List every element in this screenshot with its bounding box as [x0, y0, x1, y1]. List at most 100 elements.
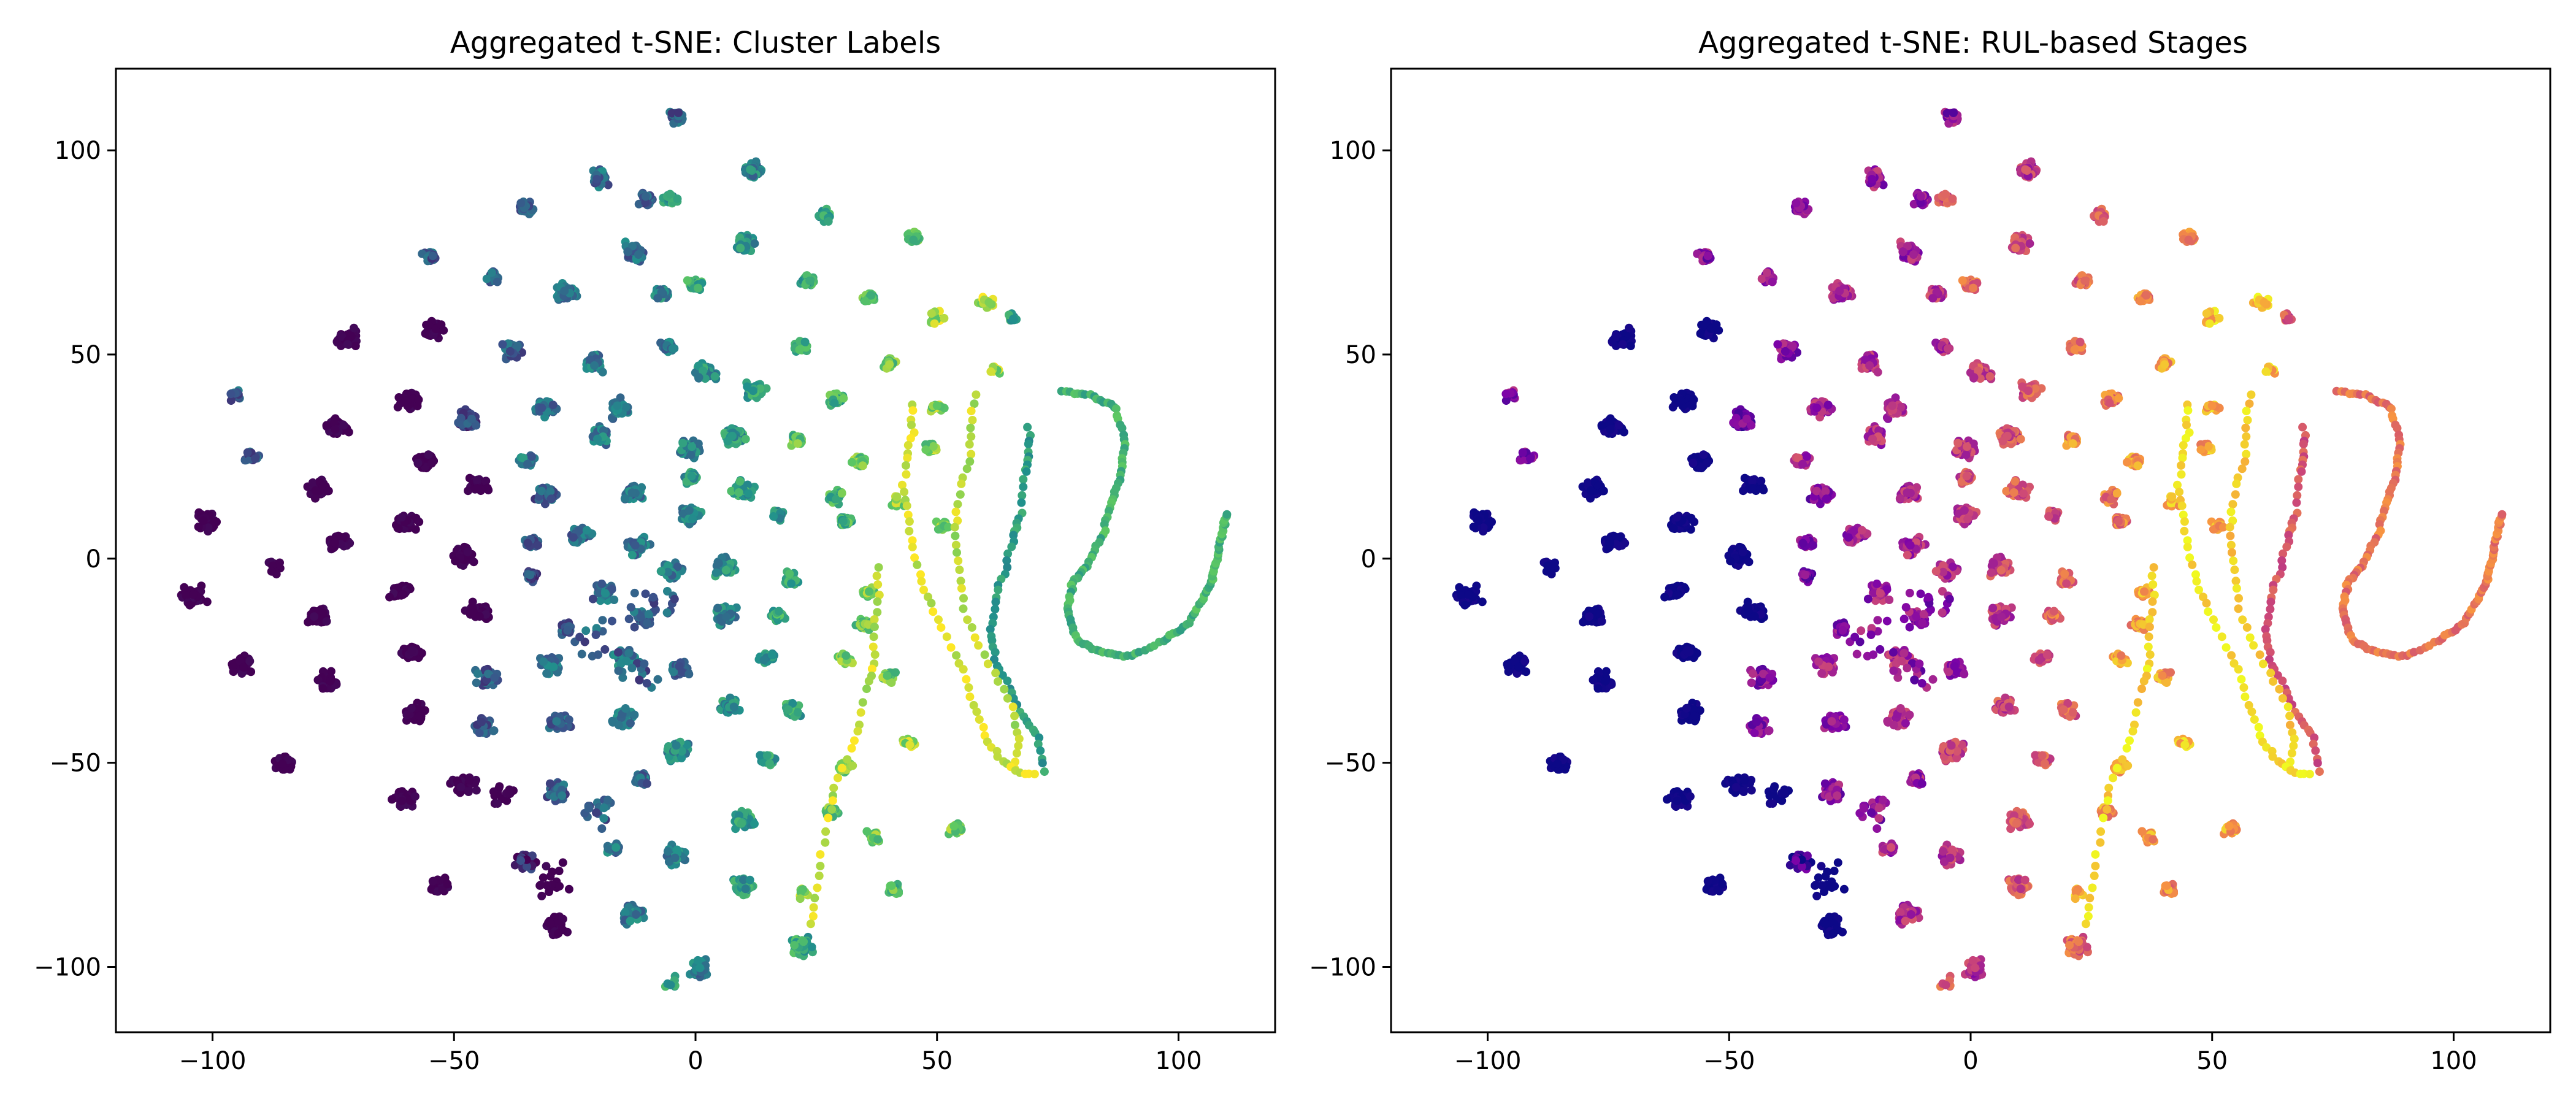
data-point	[560, 286, 569, 296]
x-tick-label: 0	[688, 1047, 703, 1075]
data-point	[428, 876, 437, 886]
data-point	[686, 450, 696, 459]
data-point	[604, 180, 613, 190]
data-point	[869, 632, 878, 642]
data-point	[994, 585, 1003, 594]
data-point	[630, 710, 639, 719]
data-point	[415, 517, 424, 526]
data-point	[610, 596, 619, 604]
x-tick-label: −100	[179, 1047, 247, 1075]
data-point	[828, 796, 837, 805]
data-point	[564, 884, 573, 894]
data-point	[558, 858, 567, 867]
data-point	[963, 615, 972, 624]
data-point	[611, 843, 621, 852]
data-point	[749, 386, 757, 396]
data-point	[827, 805, 837, 814]
data-point	[634, 250, 643, 259]
data-point	[437, 320, 446, 329]
data-point	[696, 964, 705, 973]
data-point	[513, 342, 522, 350]
data-point	[278, 759, 287, 769]
data-point	[787, 579, 796, 588]
data-point	[767, 650, 776, 659]
data-point	[1040, 767, 1049, 776]
data-point	[593, 434, 602, 443]
data-point	[598, 367, 607, 377]
data-point	[666, 981, 675, 990]
data-point	[745, 875, 754, 884]
data-point	[473, 669, 482, 678]
data-point	[921, 445, 930, 454]
data-point	[903, 440, 913, 450]
data-point	[1916, 192, 1925, 201]
data-point	[750, 239, 759, 248]
data-point	[490, 673, 499, 682]
data-point	[954, 556, 963, 565]
data-point	[673, 194, 682, 204]
data-point	[872, 572, 881, 580]
data-point	[600, 589, 610, 598]
data-point	[575, 632, 585, 642]
data-point	[984, 297, 994, 307]
data-point	[585, 804, 594, 813]
data-point	[487, 268, 496, 277]
data-point	[569, 533, 578, 542]
data-point	[905, 526, 914, 535]
data-point	[917, 577, 926, 586]
data-point	[624, 649, 634, 657]
scatter-points	[177, 107, 1232, 991]
data-point	[805, 276, 815, 285]
chart-title: Aggregated t-SNE: RUL-based Stages	[1698, 26, 2248, 60]
data-point	[864, 677, 873, 686]
data-point	[694, 283, 703, 293]
data-point	[670, 594, 679, 604]
data-point	[415, 711, 424, 721]
data-point	[951, 540, 960, 550]
data-point	[762, 751, 772, 760]
data-point	[713, 604, 723, 613]
data-point	[526, 570, 535, 580]
data-point	[848, 458, 856, 467]
data-point	[824, 217, 833, 226]
data-point	[953, 548, 961, 557]
data-point	[674, 109, 683, 117]
data-point	[955, 565, 964, 575]
data-point	[887, 881, 896, 890]
data-point	[582, 526, 591, 535]
data-point	[465, 776, 474, 785]
data-point	[318, 684, 328, 693]
data-point	[850, 736, 859, 745]
data-point	[626, 719, 635, 728]
data-point	[744, 489, 753, 498]
data-point	[959, 665, 968, 674]
data-point	[498, 340, 507, 349]
data-point	[2011, 243, 2020, 253]
data-point	[940, 313, 949, 323]
data-point	[641, 192, 650, 201]
data-point	[613, 401, 622, 410]
data-point	[900, 488, 909, 497]
data-point	[693, 956, 702, 965]
data-point	[902, 501, 911, 510]
data-point	[956, 577, 965, 586]
data-point	[937, 623, 946, 632]
data-point	[862, 684, 871, 694]
data-point	[735, 477, 745, 486]
data-point	[199, 516, 208, 525]
data-point	[463, 548, 472, 556]
data-point	[339, 421, 348, 430]
data-point	[414, 395, 423, 404]
data-point	[1703, 251, 1712, 261]
data-point	[546, 494, 556, 504]
data-point	[592, 175, 601, 184]
data-point	[694, 373, 703, 382]
data-point	[590, 361, 599, 370]
data-point	[472, 786, 481, 795]
data-point	[790, 941, 799, 950]
y-tick-label: 0	[86, 545, 101, 573]
data-point	[548, 401, 558, 410]
data-point	[837, 764, 846, 773]
